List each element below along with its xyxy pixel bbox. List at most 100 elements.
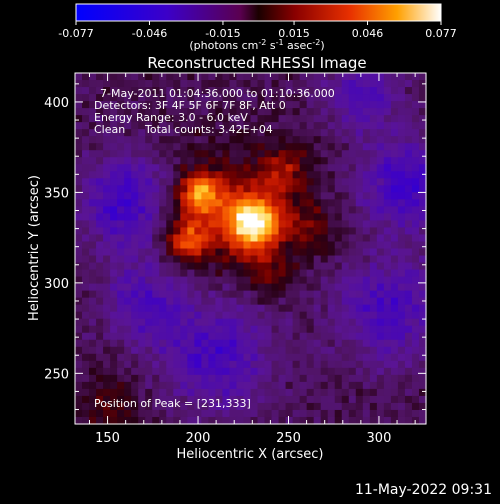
- heatmap-cell: [250, 367, 259, 376]
- heatmap-cell: [166, 178, 174, 186]
- heatmap-cell: [96, 213, 104, 222]
- heatmap-cell: [383, 129, 392, 137]
- heatmap-cell: [320, 241, 329, 250]
- heatmap-cell: [292, 73, 301, 81]
- heatmap-cell: [201, 241, 209, 250]
- heatmap-cell: [278, 241, 287, 250]
- heatmap-cell: [348, 129, 357, 137]
- heatmap-cell: [201, 339, 209, 348]
- heatmap-cell: [75, 115, 83, 123]
- heatmap-cell: [208, 80, 216, 88]
- heatmap-cell: [278, 157, 287, 165]
- heatmap-cell: [306, 136, 315, 144]
- heatmap-cell: [390, 262, 399, 271]
- heatmap-cell: [411, 255, 420, 264]
- heatmap-cell: [138, 199, 146, 207]
- heatmap-cell: [215, 220, 224, 229]
- heatmap-cell: [82, 318, 90, 327]
- heatmap-cell: [145, 360, 153, 369]
- heatmap-cell: [194, 136, 202, 144]
- heatmap-cell: [166, 255, 174, 264]
- heatmap-cell: [264, 143, 273, 151]
- heatmap-cell: [236, 276, 245, 285]
- heatmap-cell: [397, 262, 406, 271]
- heatmap-cell: [187, 192, 195, 200]
- heatmap-cell: [187, 290, 195, 299]
- heatmap-cell: [236, 136, 245, 144]
- heatmap-cell: [222, 262, 231, 271]
- heatmap-cell: [166, 199, 174, 207]
- heatmap-cell: [362, 164, 371, 172]
- heatmap-cell: [257, 318, 266, 327]
- heatmap-cell: [89, 339, 97, 348]
- heatmap-cell: [166, 262, 174, 271]
- heatmap-cell: [320, 206, 329, 214]
- heatmap-cell: [110, 108, 118, 116]
- heatmap-cell: [103, 353, 111, 362]
- heatmap-cell: [285, 395, 294, 404]
- heatmap-cell: [243, 122, 252, 130]
- heatmap-cell: [215, 388, 224, 397]
- heatmap-cell: [376, 199, 385, 207]
- heatmap-cell: [75, 143, 83, 151]
- heatmap-cell: [194, 178, 202, 186]
- heatmap-cell: [103, 304, 111, 313]
- heatmap-cell: [278, 332, 287, 341]
- heatmap-cell: [110, 185, 118, 193]
- heatmap-cell: [327, 269, 336, 278]
- heatmap-cell: [411, 185, 420, 193]
- heatmap-cell: [271, 416, 280, 425]
- heatmap-cell: [138, 164, 146, 172]
- heatmap-cell: [271, 101, 280, 109]
- heatmap-cell: [418, 185, 427, 193]
- heatmap-cell: [355, 206, 364, 214]
- heatmap-cell: [264, 185, 273, 193]
- heatmap-cell: [96, 220, 104, 229]
- heatmap-cell: [229, 157, 238, 165]
- heatmap-cell: [299, 220, 308, 229]
- heatmap-cell: [89, 269, 97, 278]
- heatmap-cell: [243, 346, 252, 355]
- heatmap-cell: [292, 136, 301, 144]
- heatmap-cell: [215, 304, 224, 313]
- heatmap-cell: [313, 290, 322, 299]
- heatmap-cell: [341, 304, 350, 313]
- heatmap-cell: [306, 192, 315, 200]
- heatmap-cell: [173, 220, 181, 229]
- heatmap-cell: [138, 220, 146, 229]
- heatmap-cell: [404, 192, 413, 200]
- heatmap-cell: [411, 346, 420, 355]
- heatmap-cell: [306, 283, 315, 292]
- heatmap-cell: [180, 325, 188, 334]
- heatmap-cell: [320, 213, 329, 222]
- heatmap-cell: [229, 164, 238, 172]
- heatmap-cell: [180, 402, 188, 411]
- heatmap-cell: [131, 94, 139, 102]
- heatmap-cell: [215, 136, 224, 144]
- heatmap-cell: [341, 157, 350, 165]
- heatmap-cell: [96, 199, 104, 207]
- heatmap-cell: [390, 325, 399, 334]
- heatmap-cell: [292, 346, 301, 355]
- heatmap-cell: [131, 276, 139, 285]
- heatmap-cell: [327, 353, 336, 362]
- heatmap-cell: [236, 290, 245, 299]
- heatmap-cell: [187, 276, 195, 285]
- heatmap-cell: [397, 108, 406, 116]
- heatmap-cell: [285, 136, 294, 144]
- heatmap-cell: [75, 388, 83, 397]
- heatmap-cell: [173, 136, 181, 144]
- heatmap-cell: [222, 94, 231, 102]
- heatmap-cell: [89, 171, 97, 179]
- heatmap-cell: [306, 87, 315, 95]
- heatmap-cell: [376, 395, 385, 404]
- heatmap-cell: [278, 227, 287, 236]
- heatmap-cell: [411, 276, 420, 285]
- heatmap-cell: [334, 241, 343, 250]
- heatmap-cell: [292, 395, 301, 404]
- heatmap-cell: [369, 227, 378, 236]
- heatmap-cell: [103, 143, 111, 151]
- heatmap-cell: [411, 101, 420, 109]
- heatmap-cell: [271, 283, 280, 292]
- heatmap-cell: [236, 150, 245, 158]
